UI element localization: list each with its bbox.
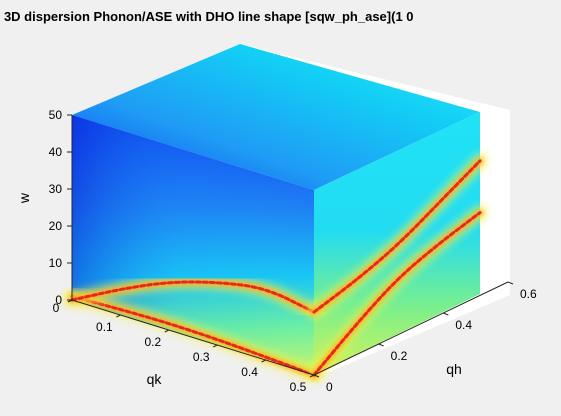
x-tick-label: 0.4	[241, 365, 258, 379]
dispersion-branch-3	[312, 159, 482, 314]
y-axis-line	[313, 281, 509, 376]
x-tick-mark	[164, 329, 170, 333]
z-axis-label: w	[16, 192, 32, 204]
y-tick-label: 0.2	[391, 349, 408, 363]
x-tick-mark	[309, 374, 315, 378]
surface-top-face	[72, 44, 480, 190]
x-tick-label: 0	[53, 301, 60, 315]
x-tick-mark	[116, 314, 121, 318]
x-tick-label: 0.3	[193, 350, 210, 364]
x-axis-label: qk	[147, 371, 163, 387]
z-tick-label: 40	[49, 145, 63, 159]
dispersion-branch-2	[312, 211, 482, 377]
y-tick-mark	[507, 281, 514, 285]
y-tick-label: 0.6	[520, 287, 537, 301]
surface-plot	[64, 44, 488, 383]
x-axis-line	[71, 299, 315, 376]
y-tick-label: 0.4	[455, 318, 472, 332]
dispersion-branches	[64, 152, 488, 383]
z-tick-label: 10	[49, 256, 63, 270]
z-tick-label: 0	[55, 293, 62, 307]
x-tick-label: 0.1	[96, 320, 113, 334]
z-tick-label: 20	[49, 219, 63, 233]
x-tick-mark	[67, 299, 73, 303]
y-tick-mark	[443, 312, 449, 316]
chart-title: ) 3D dispersion Phonon/ASE with DHO line…	[0, 9, 414, 24]
z-tick-label: 30	[49, 182, 63, 196]
axes: 0 10 20 30 40 50 0 0.1 0.2 0.3 0.4 0.5 0 0.2 0.4 0.6	[49, 108, 537, 394]
y-axis-label: qh	[446, 361, 462, 377]
y-tick-mark	[378, 343, 384, 347]
y-tick-label: 0	[326, 380, 333, 394]
x-tick-label: 0.2	[144, 335, 161, 349]
x-tick-label: 0.5	[290, 380, 307, 394]
z-tick-label: 50	[49, 108, 63, 122]
y-tick-mark	[313, 374, 320, 378]
dispersion-branch-1	[70, 280, 316, 314]
x-tick-mark	[261, 359, 266, 363]
x-tick-mark	[212, 344, 218, 348]
